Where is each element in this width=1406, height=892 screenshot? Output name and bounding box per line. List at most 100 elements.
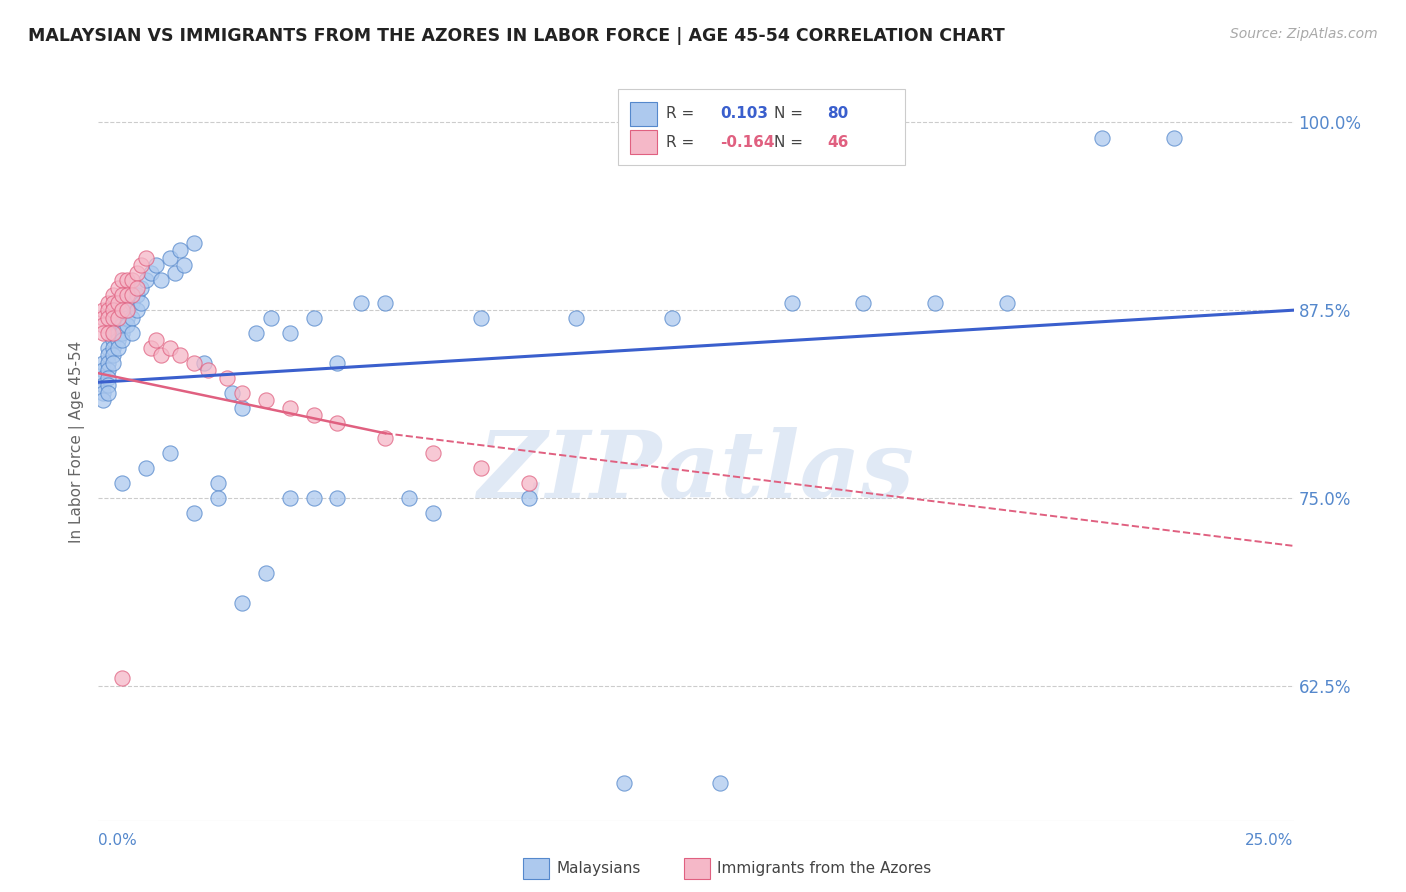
Point [145, 258, 167, 272]
Point [231, 596, 253, 610]
Point [91, 356, 114, 370]
Point [125, 266, 148, 280]
Text: N =: N = [773, 106, 803, 121]
Point [101, 341, 124, 355]
Point [254, 566, 277, 580]
Point [302, 491, 325, 505]
Text: Immigrants from the Azores: Immigrants from the Azores [717, 861, 932, 876]
Text: ZIPatlas: ZIPatlas [478, 427, 914, 516]
Point [111, 288, 134, 302]
Point [115, 273, 138, 287]
Point [121, 310, 143, 325]
Point [115, 288, 138, 302]
Point [326, 491, 349, 505]
Point [115, 310, 138, 325]
Point [121, 295, 143, 310]
Text: 25.0%: 25.0% [1246, 832, 1294, 847]
Point [97, 303, 120, 318]
Point [101, 328, 124, 343]
Point [111, 303, 134, 318]
Point [97, 326, 120, 340]
Point [121, 273, 143, 287]
Point [97, 341, 120, 355]
Point [107, 295, 129, 310]
Point [101, 356, 124, 370]
Point [101, 326, 124, 340]
Point [91, 310, 114, 325]
Point [245, 326, 267, 340]
Point [995, 295, 1018, 310]
FancyBboxPatch shape [619, 89, 905, 165]
Point [101, 303, 124, 318]
Point [97, 295, 120, 310]
Text: 0.0%: 0.0% [98, 832, 138, 847]
Point [183, 235, 205, 250]
Bar [685, 858, 710, 879]
Point [709, 776, 731, 790]
Bar [630, 130, 657, 154]
Point [135, 251, 157, 265]
Point [101, 348, 124, 362]
Point [207, 491, 229, 505]
Point [91, 370, 114, 384]
Bar [630, 102, 657, 126]
Point [197, 363, 219, 377]
Point [111, 310, 134, 325]
Text: Source: ZipAtlas.com: Source: ZipAtlas.com [1230, 27, 1378, 41]
Point [217, 370, 239, 384]
Point [107, 341, 129, 355]
Point [517, 475, 540, 490]
Point [1091, 130, 1114, 145]
Point [121, 288, 143, 302]
Point [111, 326, 134, 340]
Point [135, 460, 157, 475]
Point [115, 303, 138, 318]
Point [131, 295, 153, 310]
Point [221, 385, 243, 400]
Point [302, 310, 325, 325]
Point [1163, 130, 1185, 145]
Point [97, 385, 120, 400]
Point [91, 318, 114, 333]
Text: 80: 80 [827, 106, 849, 121]
Point [149, 348, 172, 362]
Point [131, 258, 153, 272]
Text: MALAYSIAN VS IMMIGRANTS FROM THE AZORES IN LABOR FORCE | AGE 45-54 CORRELATION C: MALAYSIAN VS IMMIGRANTS FROM THE AZORES … [28, 27, 1005, 45]
Point [374, 295, 396, 310]
Point [97, 370, 120, 384]
Point [159, 446, 181, 460]
Point [852, 295, 875, 310]
Point [121, 326, 143, 340]
Point [91, 303, 114, 318]
Point [169, 348, 191, 362]
Point [780, 295, 803, 310]
Point [91, 393, 114, 408]
Point [278, 401, 301, 415]
Point [231, 401, 253, 415]
Point [163, 266, 186, 280]
Point [101, 310, 124, 325]
Point [101, 288, 124, 302]
Point [302, 409, 325, 423]
Point [97, 378, 120, 392]
Text: Malaysians: Malaysians [557, 861, 641, 876]
Point [326, 416, 349, 430]
Point [374, 431, 396, 445]
Point [107, 310, 129, 325]
Point [91, 385, 114, 400]
Point [139, 266, 162, 280]
Point [111, 671, 134, 685]
Point [193, 356, 215, 370]
Point [254, 393, 277, 408]
Text: N =: N = [773, 135, 803, 150]
Point [924, 295, 946, 310]
Point [613, 776, 636, 790]
Text: R =: R = [666, 135, 695, 150]
Point [565, 310, 588, 325]
Point [259, 310, 281, 325]
Point [115, 303, 138, 318]
Point [470, 460, 492, 475]
Point [107, 333, 129, 347]
Point [111, 333, 134, 347]
Text: -0.164: -0.164 [720, 135, 775, 150]
